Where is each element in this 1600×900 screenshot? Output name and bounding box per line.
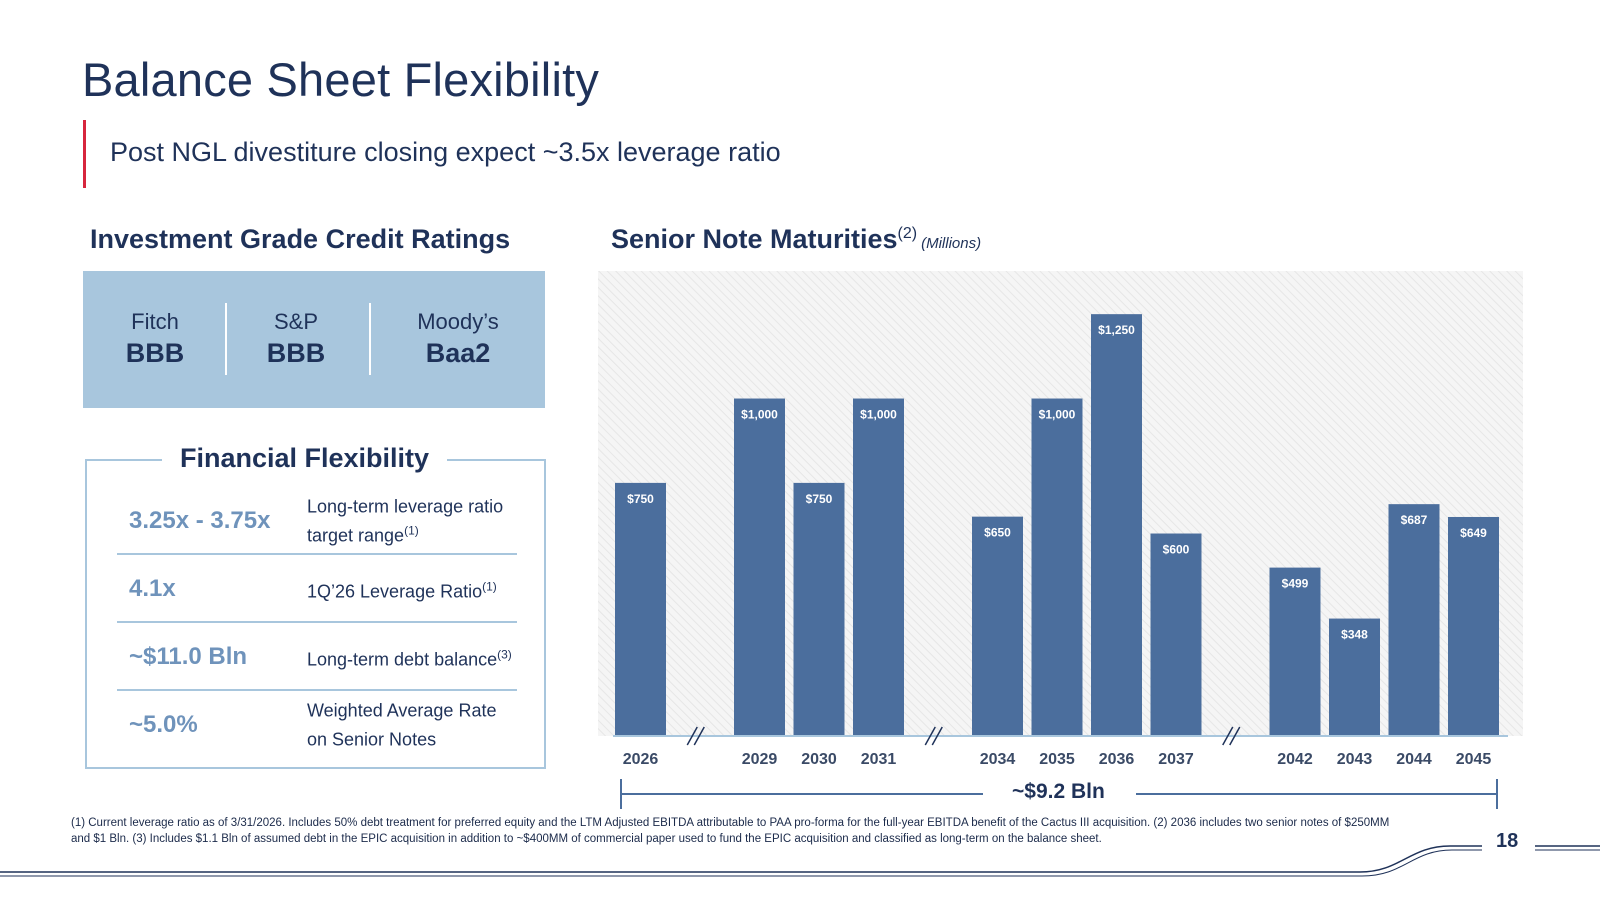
data-label-2035: $1,000	[1039, 408, 1076, 422]
data-label-2034: $650	[984, 526, 1011, 540]
tick-label-2026: 2026	[623, 751, 659, 768]
rating-fitch: Fitch BBB	[105, 309, 205, 369]
bar-2044	[1388, 504, 1440, 736]
rating-grade: Baa2	[425, 338, 491, 368]
slide-subtitle: Post NGL divestiture closing expect ~3.5…	[110, 137, 781, 167]
financial-flexibility-panel: Financial Flexibility 3.25x - 3.75x Long…	[85, 443, 546, 769]
bar-2034	[972, 516, 1023, 736]
rating-agency: S&P	[273, 309, 319, 334]
data-label-2043: $348	[1341, 628, 1368, 642]
tick-label-2037: 2037	[1158, 751, 1194, 768]
page-number: 18	[1496, 830, 1519, 852]
flexibility-desc: 1Q’26 Leverage Ratio(1)	[307, 579, 497, 602]
flexibility-desc: Weighted Average Rate on Senior Notes	[307, 700, 497, 750]
rating-moodys: Moody’s Baa2	[388, 309, 528, 369]
tick-label-2030: 2030	[801, 751, 837, 768]
flexibility-row: 3.25x - 3.75x Long-term leverage ratio t…	[117, 487, 517, 555]
senior-note-maturities-chart: $750 $1,000 $750 $1,000 $650 $1,000 $1,250 $600…	[598, 271, 1523, 809]
bar-2037	[1150, 533, 1202, 736]
data-label-2037: $600	[1163, 543, 1190, 557]
bar-2045	[1448, 516, 1499, 736]
bar-2036	[1091, 314, 1142, 736]
data-label-2026: $750	[627, 492, 654, 506]
flexibility-metric: 4.1x	[129, 575, 176, 602]
flexibility-heading: Financial Flexibility	[162, 443, 448, 474]
bar-2030	[793, 482, 845, 736]
tick-label-2034: 2034	[980, 751, 1016, 768]
bar-2035	[1031, 398, 1083, 736]
flexibility-metric: ~$11.0 Bln	[129, 643, 248, 670]
total-maturities-label: ~$9.2 Bln	[1012, 780, 1105, 803]
subtitle-accent-bar	[83, 120, 86, 188]
data-label-2031: $1,000	[860, 408, 897, 422]
rating-grade: BBB	[266, 338, 326, 368]
bar-2029	[734, 398, 785, 736]
rating-agency: Fitch	[131, 309, 179, 334]
row-divider	[117, 553, 517, 555]
tick-label-2045: 2045	[1456, 751, 1492, 768]
bar-2042	[1269, 567, 1321, 736]
flexibility-desc: Long-term leverage ratio target range(1)	[307, 496, 504, 546]
flexibility-metric: 3.25x - 3.75x	[129, 507, 271, 534]
data-label-2036: $1,250	[1098, 323, 1135, 337]
row-divider	[117, 689, 517, 691]
bar-2031	[853, 398, 904, 736]
axis-break-after-2037	[1222, 726, 1241, 746]
tick-label-2031: 2031	[861, 751, 897, 768]
flexibility-row: ~$11.0 Bln Long-term debt balance(3)	[117, 623, 517, 691]
flexibility-desc: Long-term debt balance(3)	[307, 647, 512, 670]
footnote: (1) Current leverage ratio as of 3/31/20…	[71, 817, 1390, 845]
tick-label-2035: 2035	[1039, 751, 1075, 768]
axis-break-after-2026	[686, 726, 705, 746]
ratings-heading: Investment Grade Credit Ratings	[90, 224, 511, 254]
tick-label-2042: 2042	[1277, 751, 1313, 768]
flexibility-row: ~5.0% Weighted Average Rate on Senior No…	[117, 691, 517, 759]
tick-label-2043: 2043	[1337, 751, 1373, 768]
slide-title: Balance Sheet Flexibility	[82, 53, 600, 106]
tick-label-2044: 2044	[1396, 751, 1432, 768]
rating-grade: BBB	[125, 338, 185, 368]
data-label-2029: $1,000	[741, 408, 778, 422]
data-label-2044: $687	[1401, 513, 1428, 527]
data-label-2045: $649	[1460, 526, 1487, 540]
rating-sp: S&P BBB	[246, 309, 346, 369]
bar-2043	[1329, 618, 1380, 736]
ratings-panel: Fitch BBB S&P BBB Moody’s Baa2	[83, 271, 545, 408]
rating-agency: Moody’s	[417, 309, 499, 334]
bar-2026	[615, 482, 666, 736]
flexibility-metric: ~5.0%	[129, 711, 198, 738]
rating-divider	[369, 303, 371, 375]
data-label-2042: $499	[1282, 577, 1309, 591]
rating-divider	[225, 303, 227, 375]
tick-label-2029: 2029	[742, 751, 778, 768]
chart-title: Senior Note Maturities(2)(Millions)	[611, 224, 982, 254]
row-divider	[117, 621, 517, 623]
flexibility-row: 4.1x 1Q’26 Leverage Ratio(1)	[117, 555, 517, 623]
data-label-2030: $750	[806, 492, 833, 506]
axis-break-after-2031	[924, 726, 943, 746]
total-range-bracket	[620, 779, 1498, 809]
tick-label-2036: 2036	[1099, 751, 1135, 768]
